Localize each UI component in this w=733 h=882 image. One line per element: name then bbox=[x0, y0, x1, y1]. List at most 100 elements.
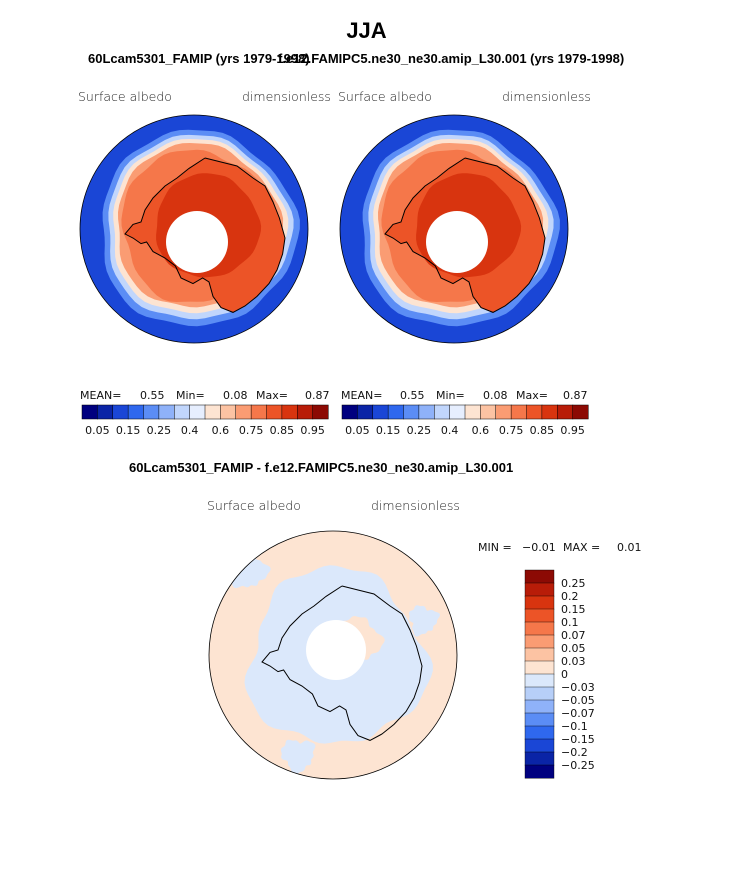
left-min-label: Min= bbox=[176, 389, 205, 402]
left-colorbar-tick-0: 0.05 bbox=[85, 424, 110, 437]
diff-colorbar-box-4 bbox=[524, 621, 555, 636]
diff-colorbar-tick-13: −0.2 bbox=[561, 746, 588, 759]
diff-colorbar-tick-3: 0.1 bbox=[561, 616, 579, 629]
right-colorbar-tick-4: 0.6 bbox=[472, 424, 490, 437]
left-colorbar: 0.05 0.15 0.25 0.4 0.6 0.75 0.85 0.95 bbox=[81, 404, 329, 437]
right-mean-value: 0.55 bbox=[400, 389, 425, 402]
left-colorbar-tick-3: 0.4 bbox=[181, 424, 199, 437]
left-colorbar-box-11 bbox=[250, 404, 268, 420]
left-units-label: dimensionless bbox=[242, 89, 331, 104]
left-colorbar-box-9 bbox=[220, 404, 237, 420]
left-colorbar-box-2 bbox=[112, 404, 129, 420]
left-colorbar-tick-7: 0.95 bbox=[300, 424, 325, 437]
right-colorbar-box-7 bbox=[449, 404, 466, 420]
right-polar-map bbox=[339, 114, 569, 344]
left-colorbar-box-12 bbox=[266, 404, 283, 420]
right-colorbar: 0.05 0.15 0.25 0.4 0.6 0.75 0.85 0.95 bbox=[341, 404, 589, 437]
right-max-label: Max= bbox=[516, 389, 548, 402]
right-colorbar-box-13 bbox=[541, 404, 558, 420]
left-colorbar-tick-5: 0.75 bbox=[239, 424, 264, 437]
right-colorbar-box-2 bbox=[372, 404, 389, 420]
left-pole-hole bbox=[166, 211, 228, 273]
diff-colorbar-box-5 bbox=[524, 634, 555, 649]
diff-map-border bbox=[208, 530, 458, 780]
diff-colorbar-box-3 bbox=[524, 608, 555, 623]
right-colorbar-tick-7: 0.95 bbox=[560, 424, 585, 437]
left-variable-label: Surface albedo bbox=[78, 89, 172, 104]
right-map-border bbox=[339, 114, 569, 344]
left-colorbar-box-7 bbox=[189, 404, 206, 420]
right-max-value: 0.87 bbox=[563, 389, 588, 402]
diff-polar-map bbox=[208, 530, 458, 780]
diff-colorbar-tick-14: −0.25 bbox=[561, 759, 595, 772]
diff-max-value: 0.01 bbox=[617, 541, 642, 554]
diff-colorbar-box-10 bbox=[524, 699, 555, 714]
diff-colorbar-box-8 bbox=[524, 673, 555, 688]
right-coastline bbox=[384, 157, 546, 313]
right-colorbar-tick-2: 0.25 bbox=[407, 424, 432, 437]
diff-colorbar-box-15 bbox=[524, 764, 555, 779]
diff-colorbar-tick-2: 0.15 bbox=[561, 603, 586, 616]
diff-colorbar-box-9 bbox=[524, 686, 555, 701]
right-colorbar-box-6 bbox=[434, 404, 451, 420]
right-variable-label: Surface albedo bbox=[338, 89, 432, 104]
left-colorbar-box-13 bbox=[281, 404, 298, 420]
left-colorbar-tick-1: 0.15 bbox=[116, 424, 141, 437]
diff-colorbar-box-2 bbox=[524, 595, 555, 610]
diff-colorbar-tick-1: 0.2 bbox=[561, 590, 579, 603]
right-mean-label: MEAN= bbox=[341, 389, 383, 402]
right-colorbar-tick-1: 0.15 bbox=[376, 424, 401, 437]
left-colorbar-tick-6: 0.85 bbox=[270, 424, 295, 437]
left-colorbar-box-10 bbox=[235, 404, 252, 420]
right-colorbar-box-15 bbox=[572, 404, 589, 420]
diff-min-label: MIN = bbox=[478, 541, 512, 554]
left-mean-label: MEAN= bbox=[80, 389, 122, 402]
diff-colorbar-tick-7: 0 bbox=[561, 668, 568, 681]
diff-colorbar-tick-0: 0.25 bbox=[561, 577, 586, 590]
right-colorbar-box-8 bbox=[464, 404, 481, 420]
diff-units-label: dimensionless bbox=[371, 498, 460, 513]
right-colorbar-box-0 bbox=[341, 404, 358, 420]
left-max-label: Max= bbox=[256, 389, 288, 402]
diff-colorbar-tick-6: 0.03 bbox=[561, 655, 586, 668]
right-colorbar-box-14 bbox=[557, 404, 574, 420]
left-max-value: 0.87 bbox=[305, 389, 330, 402]
diff-colorbar-tick-10: −0.07 bbox=[561, 707, 595, 720]
left-mean-value: 0.55 bbox=[140, 389, 165, 402]
diff-coastline bbox=[261, 585, 423, 741]
diff-colorbar-tick-5: 0.05 bbox=[561, 642, 586, 655]
right-colorbar-box-12 bbox=[526, 404, 543, 420]
left-colorbar-box-5 bbox=[158, 404, 175, 420]
left-colorbar-box-1 bbox=[97, 404, 114, 420]
diff-max-label: MAX = bbox=[563, 541, 601, 554]
right-colorbar-box-4 bbox=[403, 404, 420, 420]
diff-colorbar: 0.250.20.150.10.070.050.030−0.03−0.05−0.… bbox=[524, 569, 595, 779]
diff-negative-patch-3 bbox=[280, 739, 316, 776]
left-colorbar-box-0 bbox=[81, 404, 98, 420]
diff-colorbar-tick-12: −0.15 bbox=[561, 733, 595, 746]
right-colorbar-tick-5: 0.75 bbox=[499, 424, 523, 437]
diff-colorbar-tick-4: 0.07 bbox=[561, 629, 586, 642]
right-map-fill bbox=[340, 115, 568, 343]
left-colorbar-box-14 bbox=[297, 404, 314, 420]
right-colorbar-tick-6: 0.85 bbox=[530, 424, 555, 437]
left-map-border bbox=[79, 114, 309, 344]
right-panel-title: f.e12.FAMIPC5.ne30_ne30.amip_L30.001 (yr… bbox=[278, 51, 625, 66]
left-colorbar-box-8 bbox=[204, 404, 221, 420]
right-colorbar-box-3 bbox=[387, 404, 405, 420]
diff-colorbar-box-12 bbox=[524, 725, 555, 740]
left-colorbar-tick-2: 0.25 bbox=[147, 424, 172, 437]
left-coastline bbox=[124, 157, 286, 313]
left-min-value: 0.08 bbox=[223, 389, 248, 402]
right-min-label: Min= bbox=[436, 389, 465, 402]
right-colorbar-box-11 bbox=[510, 404, 528, 420]
left-colorbar-box-6 bbox=[174, 404, 191, 420]
right-pole-hole bbox=[426, 211, 488, 273]
diff-colorbar-box-13 bbox=[524, 738, 555, 753]
left-colorbar-box-4 bbox=[143, 404, 160, 420]
main-title: JJA bbox=[346, 18, 387, 43]
right-colorbar-box-10 bbox=[495, 404, 512, 420]
right-colorbar-box-9 bbox=[480, 404, 497, 420]
left-colorbar-box-15 bbox=[312, 404, 329, 420]
left-polar-map bbox=[79, 114, 309, 344]
